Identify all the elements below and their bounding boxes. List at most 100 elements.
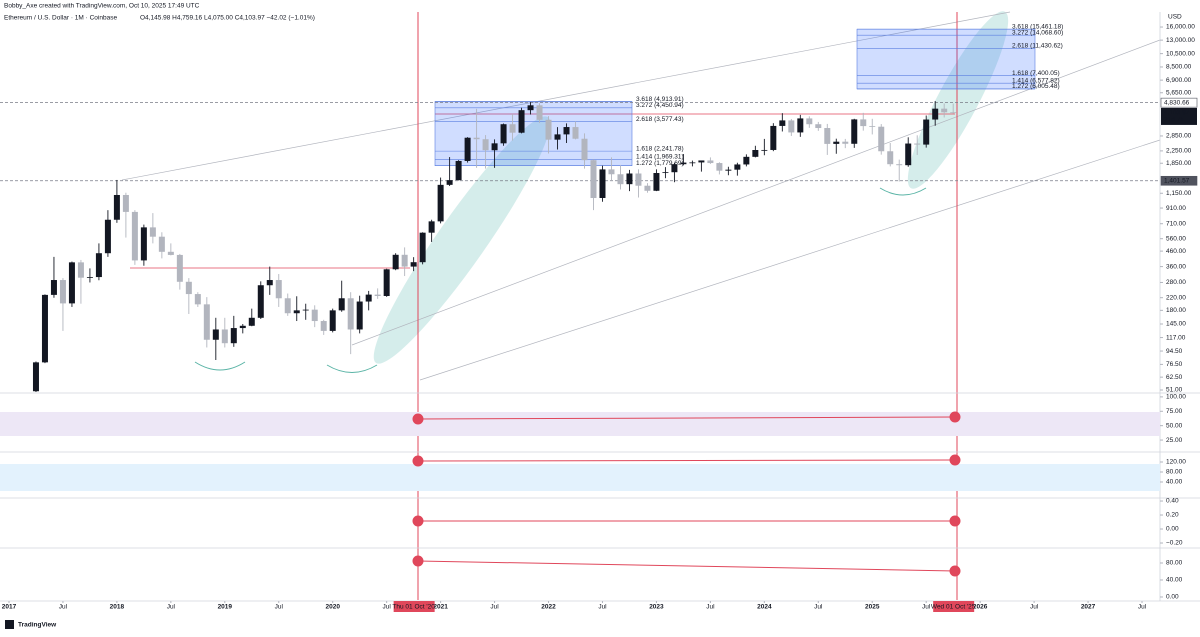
candle-body: [221, 329, 228, 344]
last-price-tag: [1161, 107, 1197, 125]
candle-body: [797, 118, 804, 133]
candle-body: [275, 280, 282, 299]
divergence-dot: [949, 411, 961, 423]
price-tag: [1160, 97, 1198, 108]
candle-body: [374, 294, 381, 296]
candle-body: [707, 160, 714, 164]
x-tick-label: 2024: [757, 604, 772, 611]
candle-body: [320, 321, 327, 331]
candle-body: [50, 280, 57, 295]
fib-label: 1.618 (2,241.78): [636, 145, 684, 152]
x-tick-label: Jul: [490, 604, 499, 611]
candle-body: [563, 127, 570, 135]
candle-body: [626, 173, 633, 185]
y-tick-label: 10,500.00: [1166, 50, 1195, 57]
candle-body: [464, 137, 471, 161]
y-tick-label: 180.00: [1166, 307, 1186, 314]
y-tick-label: 16,000.00: [1166, 24, 1195, 31]
candle-body: [644, 185, 651, 191]
fib-label: 3.618 (4,913.91): [636, 96, 684, 103]
y-tick-label: 910.00: [1166, 205, 1186, 212]
y-tick-label: 460.00: [1166, 248, 1186, 255]
candle-body: [392, 254, 399, 270]
x-tick-label: 2017: [2, 604, 17, 611]
candle-body: [518, 110, 525, 133]
y-tick-label: 220.00: [1166, 294, 1186, 301]
x-tick-label: Jul: [922, 604, 931, 611]
y-tick-label: 280.00: [1166, 279, 1186, 286]
candle-body: [671, 164, 678, 173]
divergence-dot: [412, 455, 424, 467]
candle-body: [761, 149, 768, 151]
candle-body: [338, 298, 345, 311]
candle-body: [869, 126, 876, 127]
footer-brand: TradingView: [18, 622, 57, 629]
candle-body: [932, 108, 939, 120]
candle-body: [509, 124, 516, 133]
candle-body: [635, 173, 642, 186]
pane-tick-label: 0.00: [1166, 594, 1179, 601]
fib-label: 3.618 (15,461.18): [1012, 23, 1063, 30]
y-tick-label: 94.50: [1166, 348, 1183, 355]
candle-body: [743, 156, 750, 165]
candle-body: [905, 143, 912, 166]
divergences: [412, 411, 961, 577]
candle-body: [491, 143, 498, 151]
candle-body: [77, 262, 84, 278]
candle-body: [113, 194, 120, 220]
arc: [194, 361, 246, 371]
candle-body: [806, 118, 813, 125]
candle-body: [698, 160, 705, 163]
candle-body: [365, 294, 372, 302]
last-price-label: 4,103.97: [1164, 110, 1190, 117]
logo-mark: [5, 620, 14, 629]
candle-body: [815, 124, 822, 129]
pane-tick-label: 40.00: [1166, 479, 1183, 486]
candle-body: [680, 162, 687, 165]
pane-tick-label: 80.00: [1166, 469, 1183, 476]
candle-body: [248, 317, 255, 326]
trend-line: [121, 11, 1011, 181]
candle-body: [860, 119, 867, 127]
candle-body: [554, 134, 561, 140]
x-tick-label: 2018: [110, 604, 125, 611]
date-marker-label: Thu 01 Oct '20: [392, 604, 435, 611]
x-tick-label: Jul: [1138, 604, 1147, 611]
candle-body: [437, 184, 444, 222]
candle-body: [167, 251, 174, 255]
y-tick-label: 13,000.00: [1166, 37, 1195, 44]
x-tick-label: 2023: [649, 604, 664, 611]
countdown-label: 21d 7h: [1164, 117, 1184, 124]
y-tick-label: 62.50: [1166, 374, 1183, 381]
x-tick-label: Jul: [59, 604, 68, 611]
fib-label: 1.272 (1,779.69): [636, 160, 684, 167]
date-marker-label: Wed 01 Oct '25: [931, 604, 976, 611]
candle-body: [104, 219, 111, 254]
y-tick-label: 560.00: [1166, 235, 1186, 242]
x-tick-label: Jul: [383, 604, 392, 611]
candle-body: [419, 232, 426, 263]
candle-body: [203, 304, 210, 340]
price-tag-label: 1,401.57: [1164, 177, 1190, 184]
candle-body: [923, 119, 930, 145]
candle-body: [293, 310, 300, 314]
x-tick-label: 2025: [865, 604, 880, 611]
candle-body: [788, 120, 795, 133]
candle-body: [914, 143, 921, 145]
fib-label: 3.272 (4,450.94): [636, 102, 684, 109]
y-tick-label: 6,900.00: [1166, 77, 1192, 84]
rsi-band: [0, 412, 1160, 436]
fib-box: [856, 28, 1036, 90]
divergence-dot: [949, 565, 961, 577]
x-tick-label: Jul: [814, 604, 823, 611]
divergence-dot: [412, 555, 424, 567]
candle-body: [473, 137, 480, 140]
pane-tick-label: 40.00: [1166, 577, 1183, 584]
y-tick-label: 145.00: [1166, 321, 1186, 328]
pane-tick-label: 75.00: [1166, 408, 1183, 415]
pane-separators: [0, 12, 1200, 602]
candle-body: [950, 112, 957, 114]
candle-body: [410, 262, 417, 267]
